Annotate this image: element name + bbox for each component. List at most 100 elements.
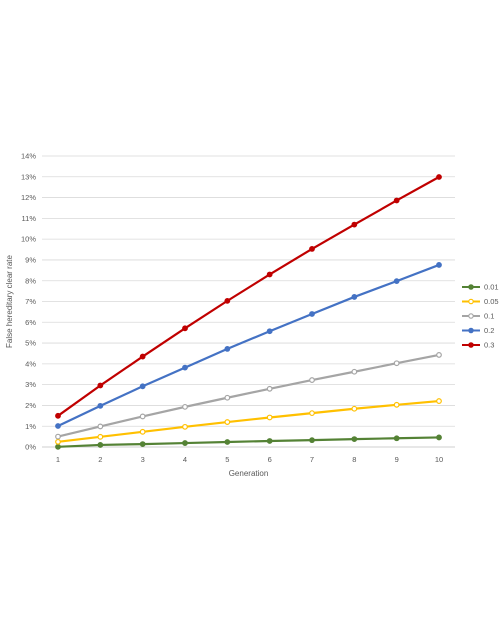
legend-label: 0.05: [484, 297, 499, 306]
data-point: [55, 443, 61, 450]
data-point: [139, 413, 146, 420]
data-point: [351, 221, 358, 228]
series-0.1: [55, 352, 442, 440]
legend-item: 0.1: [462, 312, 494, 321]
data-point: [139, 428, 146, 435]
x-tick-label: 10: [435, 455, 443, 464]
data-point: [436, 352, 442, 358]
data-point: [266, 328, 273, 335]
gridlines: [42, 155, 455, 448]
data-point: [182, 364, 188, 371]
y-tick-label: 12%: [21, 193, 36, 202]
data-point: [182, 403, 188, 410]
y-tick-label: 6%: [25, 318, 36, 327]
series-line: [56, 436, 441, 448]
y-tick-label: 14%: [21, 152, 36, 161]
legend-marker: [468, 342, 474, 348]
series-0.01: [55, 434, 442, 450]
data-point: [139, 383, 146, 390]
data-point: [139, 441, 146, 447]
data-point: [182, 440, 188, 446]
legend-marker: [468, 313, 474, 319]
data-point: [224, 394, 231, 401]
legend-item: 0.01: [462, 283, 499, 292]
data-point: [309, 437, 315, 444]
data-point: [351, 436, 358, 443]
legend-label: 0.3: [484, 341, 494, 350]
data-point: [309, 377, 315, 383]
series-lines: [55, 174, 442, 450]
data-point: [182, 325, 188, 332]
data-point: [351, 294, 358, 300]
data-point: [436, 434, 442, 441]
series-line: [56, 399, 441, 443]
series-0.05: [55, 398, 442, 445]
data-point: [266, 414, 273, 421]
series-0.3: [55, 174, 442, 419]
series-line: [56, 353, 441, 438]
data-point: [224, 439, 231, 445]
y-tick-label: 8%: [25, 276, 36, 285]
data-point: [436, 262, 442, 268]
y-tick-labels: 0% 1% 2% 3% 4% 5% 6% 7% 8% 9% 10% 11% 12% 13% 14%: [21, 152, 36, 452]
data-point: [224, 297, 231, 304]
data-point: [55, 412, 61, 419]
y-tick-label: 2%: [25, 401, 36, 410]
x-axis-title: Generation: [229, 469, 269, 478]
y-tick-label: 7%: [25, 297, 36, 306]
y-tick-label: 11%: [22, 214, 37, 223]
data-point: [97, 442, 104, 448]
series-0.2: [55, 262, 442, 429]
data-point: [393, 197, 400, 204]
y-tick-label: 10%: [21, 235, 36, 244]
data-point: [266, 271, 273, 278]
data-point: [55, 423, 61, 429]
y-tick-label: 5%: [25, 339, 36, 348]
data-point: [55, 438, 61, 445]
x-tick-label: 2: [98, 455, 102, 464]
data-point: [393, 435, 400, 442]
series-line: [56, 263, 441, 428]
x-tick-label: 5: [225, 455, 229, 464]
legend: 0.01 0.05 0.1 0.2 0.3: [462, 283, 499, 350]
data-point: [351, 405, 358, 412]
data-point: [224, 419, 231, 425]
data-point: [97, 433, 104, 440]
legend-item: 0.2: [462, 326, 494, 335]
x-tick-label: 1: [56, 455, 60, 464]
x-tick-label: 4: [183, 455, 187, 464]
data-point: [97, 423, 104, 430]
data-point: [351, 368, 358, 375]
legend-marker: [468, 327, 474, 334]
x-tick-label: 3: [141, 455, 145, 464]
x-tick-labels: 1 2 3 4 5 6 7 8 9 10: [56, 455, 443, 464]
legend-marker: [468, 298, 474, 305]
data-point: [309, 311, 315, 317]
x-tick-label: 6: [268, 455, 272, 464]
y-axis-title: False hereditary clear rate: [5, 254, 14, 347]
x-tick-label: 9: [395, 455, 399, 464]
data-point: [139, 353, 146, 360]
data-point: [224, 345, 231, 352]
y-tick-label: 3%: [25, 380, 36, 389]
data-point: [436, 174, 442, 180]
y-tick-label: 0%: [25, 443, 36, 452]
data-point: [266, 438, 273, 444]
legend-item: 0.05: [462, 297, 499, 306]
series-line: [56, 175, 441, 417]
data-point: [309, 410, 315, 417]
data-point: [436, 398, 442, 404]
y-tick-label: 9%: [25, 256, 36, 265]
data-point: [266, 385, 273, 392]
y-tick-label: 1%: [25, 422, 36, 431]
legend-item: 0.3: [462, 341, 494, 350]
data-point: [393, 278, 400, 285]
y-tick-label: 4%: [25, 359, 36, 368]
legend-marker: [468, 284, 474, 290]
data-point: [182, 423, 188, 430]
data-point: [97, 402, 104, 409]
legend-label: 0.01: [484, 283, 499, 292]
data-point: [97, 382, 104, 389]
data-point: [393, 401, 400, 408]
